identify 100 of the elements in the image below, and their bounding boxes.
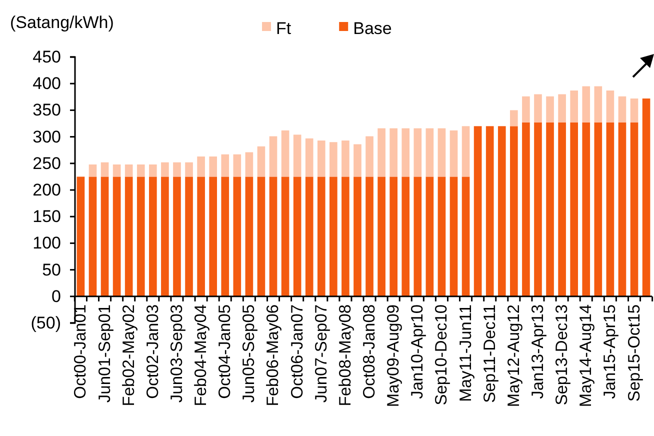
bar [462, 176, 470, 296]
bar [402, 128, 410, 177]
x-tick-label: Oct06-Jan07 [288, 304, 306, 399]
bar [510, 110, 518, 126]
bar [378, 128, 386, 177]
bar [570, 90, 578, 122]
bar [450, 176, 458, 296]
bar [161, 176, 169, 296]
bar [630, 122, 638, 296]
bar [402, 176, 410, 296]
y-tick-label: 200 [32, 180, 61, 200]
bar [618, 122, 626, 296]
bar [221, 154, 230, 177]
bar [534, 122, 542, 296]
bar [317, 176, 326, 296]
legend-label: Base [353, 19, 392, 38]
x-tick-label: Jun01-Sep01 [96, 304, 114, 403]
bar [257, 176, 266, 296]
x-tick-label: Feb02-May02 [120, 304, 138, 406]
bar [558, 94, 566, 122]
bar [354, 144, 362, 177]
bar [558, 122, 566, 296]
bar [546, 96, 554, 122]
x-tick-label: Jun03-Sep03 [168, 304, 186, 403]
bar [378, 176, 386, 296]
bar [245, 152, 254, 177]
bar [534, 94, 542, 122]
x-tick-label: Oct08-Jan08 [360, 304, 379, 399]
bar [293, 176, 302, 296]
y-tick-label: 250 [32, 154, 61, 173]
bar [414, 128, 422, 177]
bar [173, 176, 181, 296]
x-tick-label: Jan10-Apr10 [408, 304, 427, 399]
bar [112, 164, 121, 177]
bar [426, 176, 434, 296]
bar [281, 176, 290, 296]
bar [124, 164, 133, 177]
x-tick-label: Feb04-May04 [192, 304, 210, 406]
bar [233, 154, 242, 177]
x-tick-label: Oct02-Jan03 [144, 304, 162, 399]
y-tick-label: 50 [42, 260, 61, 280]
legend-label: Ft [276, 19, 292, 38]
bar [582, 86, 590, 122]
x-tick-label: Jun07-Sep07 [312, 304, 330, 403]
bar [474, 126, 482, 296]
x-tick-label: Sep11-Dec11 [480, 304, 499, 403]
x-tick-label: Jan15-Apr15 [601, 304, 620, 399]
y-tick-label: (50) [30, 313, 61, 332]
bar [450, 130, 458, 177]
x-tick-label: May12-Aug12 [504, 304, 523, 408]
bar [342, 140, 350, 177]
y-tick-label: 100 [32, 234, 61, 253]
y-tick-label: 300 [32, 127, 61, 146]
bar [173, 162, 181, 177]
bar [522, 96, 530, 122]
bar [546, 122, 554, 296]
bar [462, 126, 470, 177]
bar [233, 176, 242, 296]
bar [305, 138, 314, 177]
bar [486, 126, 494, 296]
bar [124, 176, 133, 296]
bar [606, 122, 614, 296]
x-tick-label: Oct00-Jan01 [72, 304, 90, 399]
bar [88, 164, 97, 177]
bar [594, 86, 602, 122]
bar [522, 122, 530, 296]
bar [330, 176, 338, 296]
bar [281, 130, 290, 177]
bar [582, 122, 590, 296]
bar [100, 176, 109, 296]
bar [209, 156, 217, 177]
y-tick-label: 0 [52, 286, 61, 306]
bar [606, 90, 614, 122]
bar [438, 128, 446, 177]
bar [161, 162, 169, 177]
x-tick-label: May09-Aug09 [384, 304, 403, 408]
bar [354, 176, 362, 296]
x-tick-label: Jun05-Sep05 [240, 304, 258, 403]
x-tick-label: May14-Aug14 [577, 304, 596, 408]
bar [330, 142, 338, 177]
bar [390, 176, 398, 296]
bar [245, 176, 254, 296]
bar [570, 122, 578, 296]
x-tick-label: Oct04-Jan05 [216, 304, 234, 399]
x-tick-label: Sep10-Dec10 [432, 304, 451, 406]
bar [414, 176, 422, 296]
bar [76, 176, 85, 296]
bar [149, 176, 157, 296]
bar [342, 176, 350, 296]
bar [317, 140, 326, 177]
x-tick-label: Sep13-Dec13 [553, 304, 572, 406]
x-tick-label: May11-Jun11 [456, 304, 475, 402]
bar [305, 176, 314, 296]
y-tick-label: 450 [32, 47, 61, 66]
bar [185, 176, 193, 296]
bar [221, 176, 230, 296]
x-tick-label: Jan13-Apr13 [528, 304, 547, 399]
bar [185, 162, 193, 177]
bar [197, 156, 205, 177]
y-tick-label: 350 [32, 100, 61, 120]
